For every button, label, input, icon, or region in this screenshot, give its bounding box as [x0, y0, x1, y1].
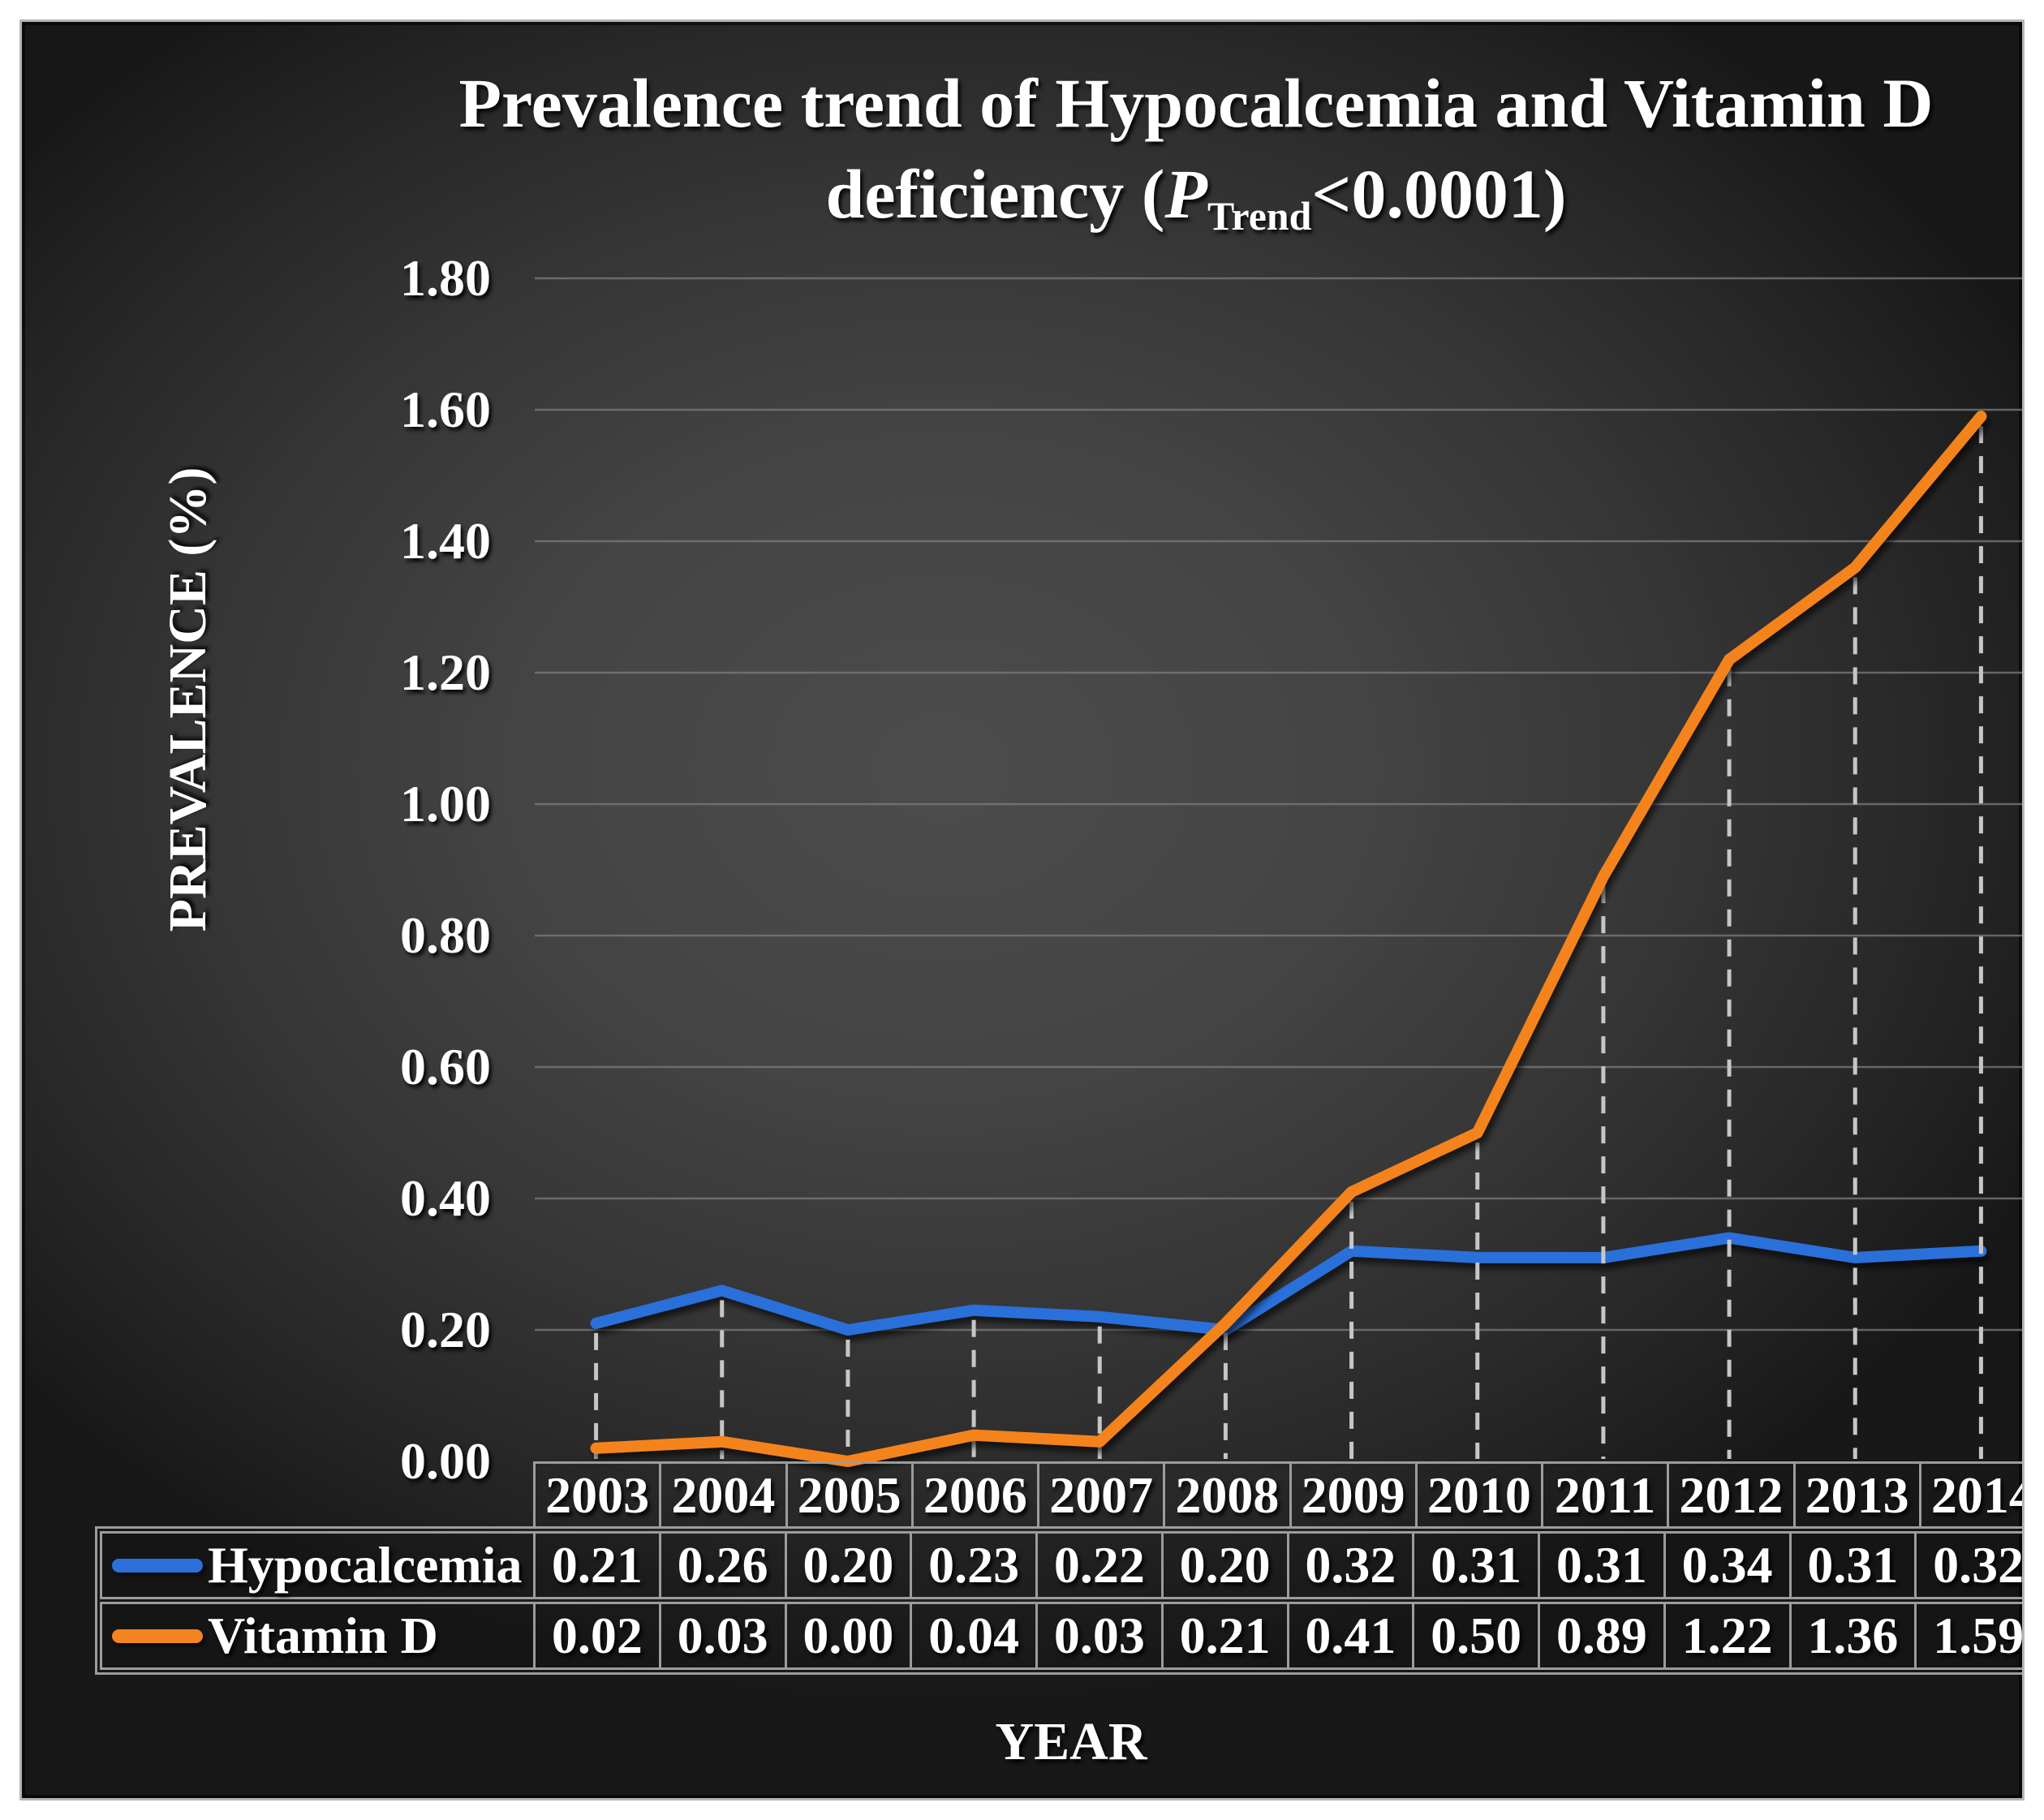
data-table: Hypocalcemia 0.21 0.26 0.20 0.23 0.22 0.20 0.32…: [95, 1526, 2022, 1675]
year-header-cell: 2013: [1792, 1464, 1919, 1526]
y-axis-tick-label: 0.40: [400, 1169, 491, 1227]
value-cell: 0.21: [533, 1534, 659, 1597]
y-axis-tick-label: 0.60: [400, 1038, 491, 1095]
value-cell: 0.31: [1788, 1534, 1915, 1597]
line-chart-plot: [535, 277, 2022, 1467]
year-header-row: 2003 2004 2005 2006 2007 2008 2009 2010 2011 2012…: [533, 1461, 2022, 1529]
value-cell: 1.22: [1663, 1604, 1789, 1667]
title-p-subscript: Trend: [1207, 193, 1312, 239]
drop-lines: [594, 426, 1983, 1459]
hypocalcemia-line: [590, 1232, 1987, 1336]
value-cell: 0.23: [910, 1534, 1035, 1597]
value-cell: 0.26: [658, 1534, 785, 1597]
value-cell: 0.50: [1412, 1604, 1538, 1667]
value-cell: 0.02: [533, 1604, 659, 1667]
value-cell: 0.34: [1663, 1534, 1789, 1597]
value-cell: 0.32: [1914, 1534, 2022, 1597]
hypocalcemia-line-group: [590, 1232, 1987, 1336]
value-cell: 0.20: [784, 1534, 910, 1597]
value-cell: 0.00: [784, 1604, 910, 1667]
value-cell: 0.89: [1538, 1604, 1663, 1667]
year-header-cell: 2012: [1667, 1464, 1792, 1526]
title-line2-prefix: deficiency (: [825, 155, 1165, 233]
year-header-cell: 2010: [1414, 1464, 1541, 1526]
value-cell: 0.31: [1412, 1534, 1538, 1597]
value-cell: 0.32: [1286, 1534, 1413, 1597]
value-cell: 0.03: [658, 1604, 785, 1667]
chart-panel: Prevalence trend of Hypocalcemia and Vit…: [19, 19, 2025, 1801]
value-cell: 0.21: [1160, 1604, 1287, 1667]
title-p-symbol: P: [1164, 155, 1207, 233]
value-cell: 0.22: [1035, 1534, 1161, 1597]
year-header-cell: 2011: [1541, 1464, 1667, 1526]
value-cell: 1.59: [1914, 1604, 2022, 1667]
vitamin-d-line: [590, 411, 1987, 1467]
value-cell: 0.20: [1160, 1534, 1287, 1597]
y-axis-tick-label: 1.80: [400, 249, 491, 307]
year-header-cell: 2006: [910, 1464, 1037, 1526]
year-header-cell: 2003: [545, 1465, 650, 1524]
value-cell: 0.41: [1286, 1604, 1413, 1667]
vitamin-d-line-group: [590, 411, 1987, 1467]
year-header-cell: 2008: [1163, 1464, 1289, 1526]
series-name: Vitamin D: [208, 1607, 438, 1664]
y-axis-tick-label: 0.00: [400, 1432, 491, 1490]
legend-swatch-vitamin-d: [112, 1629, 203, 1643]
y-axis-tick-label: 1.60: [400, 381, 491, 438]
year-header-cell: 2014: [1918, 1464, 2022, 1526]
year-header-cell: 2009: [1289, 1464, 1415, 1526]
y-axis-tick-label: 1.40: [400, 512, 491, 570]
chart-title-line1: Prevalence trend of Hypocalcemia and Vit…: [458, 64, 1934, 142]
value-cell: 0.31: [1538, 1534, 1663, 1597]
value-cell: 0.04: [910, 1604, 1035, 1667]
table-row: Hypocalcemia 0.21 0.26 0.20 0.23 0.22 0.20 0.32…: [100, 1531, 2022, 1599]
legend-cell: Hypocalcemia: [102, 1534, 533, 1597]
chart-title-line2: deficiency (PTrend<0.0001): [355, 148, 2022, 262]
gridlines: [535, 277, 2022, 1332]
year-header-cell: 2004: [659, 1464, 785, 1526]
y-axis-tick-label: 0.20: [400, 1301, 491, 1358]
value-cell: 1.36: [1788, 1604, 1915, 1667]
year-header-cell: 2007: [1037, 1464, 1163, 1526]
chart-title: Prevalence trend of Hypocalcemia and Vit…: [355, 58, 2022, 262]
y-axis-tick-label: 0.80: [400, 906, 491, 964]
y-axis-tick-label: 1.20: [400, 643, 491, 701]
x-axis-title: YEAR: [995, 1712, 1147, 1771]
title-line2-suffix: <0.0001): [1311, 155, 1567, 233]
table-row: Vitamin D 0.02 0.03 0.00 0.04 0.03 0.21 0.41 0.5…: [100, 1602, 2022, 1670]
value-cell: 0.03: [1035, 1604, 1161, 1667]
legend-swatch-hypocalcemia: [112, 1558, 203, 1573]
year-header-cell: 2005: [785, 1464, 911, 1526]
y-axis-tick-label: 1.00: [400, 775, 491, 833]
legend-cell: Vitamin D: [102, 1604, 533, 1667]
series-name: Hypocalcemia: [208, 1536, 523, 1594]
